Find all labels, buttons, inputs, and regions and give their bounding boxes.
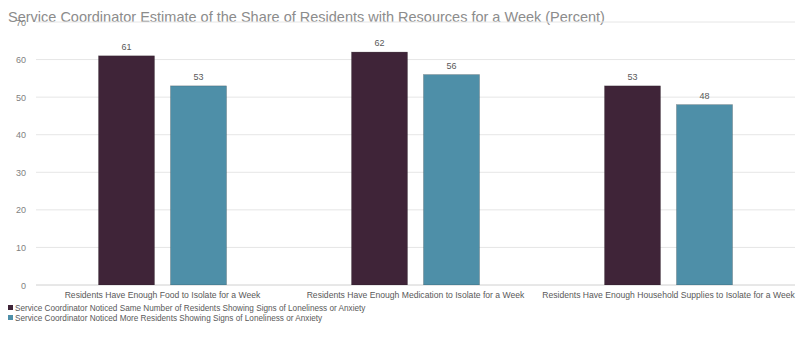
bar [424, 75, 480, 285]
x-tick-label: Residents Have Enough Household Supplies… [542, 290, 795, 300]
bar [171, 86, 227, 285]
chart-container: Service Coordinator Estimate of the Shar… [0, 0, 800, 343]
data-label: 61 [121, 42, 131, 52]
data-label: 53 [193, 72, 203, 82]
grid [36, 22, 795, 285]
bars [99, 52, 733, 285]
x-tick-label: Residents Have Enough Food to Isolate fo… [65, 290, 261, 300]
chart-svg: Service Coordinator Estimate of the Shar… [0, 0, 800, 343]
legend-swatch [8, 305, 13, 310]
y-tick-label: 20 [16, 205, 26, 215]
y-tick-label: 70 [16, 18, 26, 28]
y-tick-label: 50 [16, 93, 26, 103]
y-tick-label: 30 [16, 168, 26, 178]
y-tick-label: 0 [21, 281, 26, 291]
legend-swatch [8, 315, 13, 320]
bar [677, 105, 733, 285]
y-tick-label: 40 [16, 130, 26, 140]
data-label: 48 [699, 91, 709, 101]
data-label: 62 [374, 38, 384, 48]
bar [605, 86, 661, 285]
data-label: 53 [627, 72, 637, 82]
grid-line [36, 22, 795, 23]
legend-label: Service Coordinator Noticed More Residen… [15, 314, 323, 323]
data-label: 56 [446, 61, 456, 71]
legend: Service Coordinator Noticed Same Number … [8, 304, 366, 323]
legend-label: Service Coordinator Noticed Same Number … [15, 304, 366, 313]
chart-title: Service Coordinator Estimate of the Shar… [8, 9, 605, 25]
y-tick-label: 10 [16, 243, 26, 253]
y-tick-label: 60 [16, 55, 26, 65]
bar [99, 56, 155, 285]
data-labels: 61 53 62 56 53 48 [121, 38, 709, 101]
bar [352, 52, 408, 285]
x-tick-label: Residents Have Enough Medication to Isol… [307, 290, 525, 300]
